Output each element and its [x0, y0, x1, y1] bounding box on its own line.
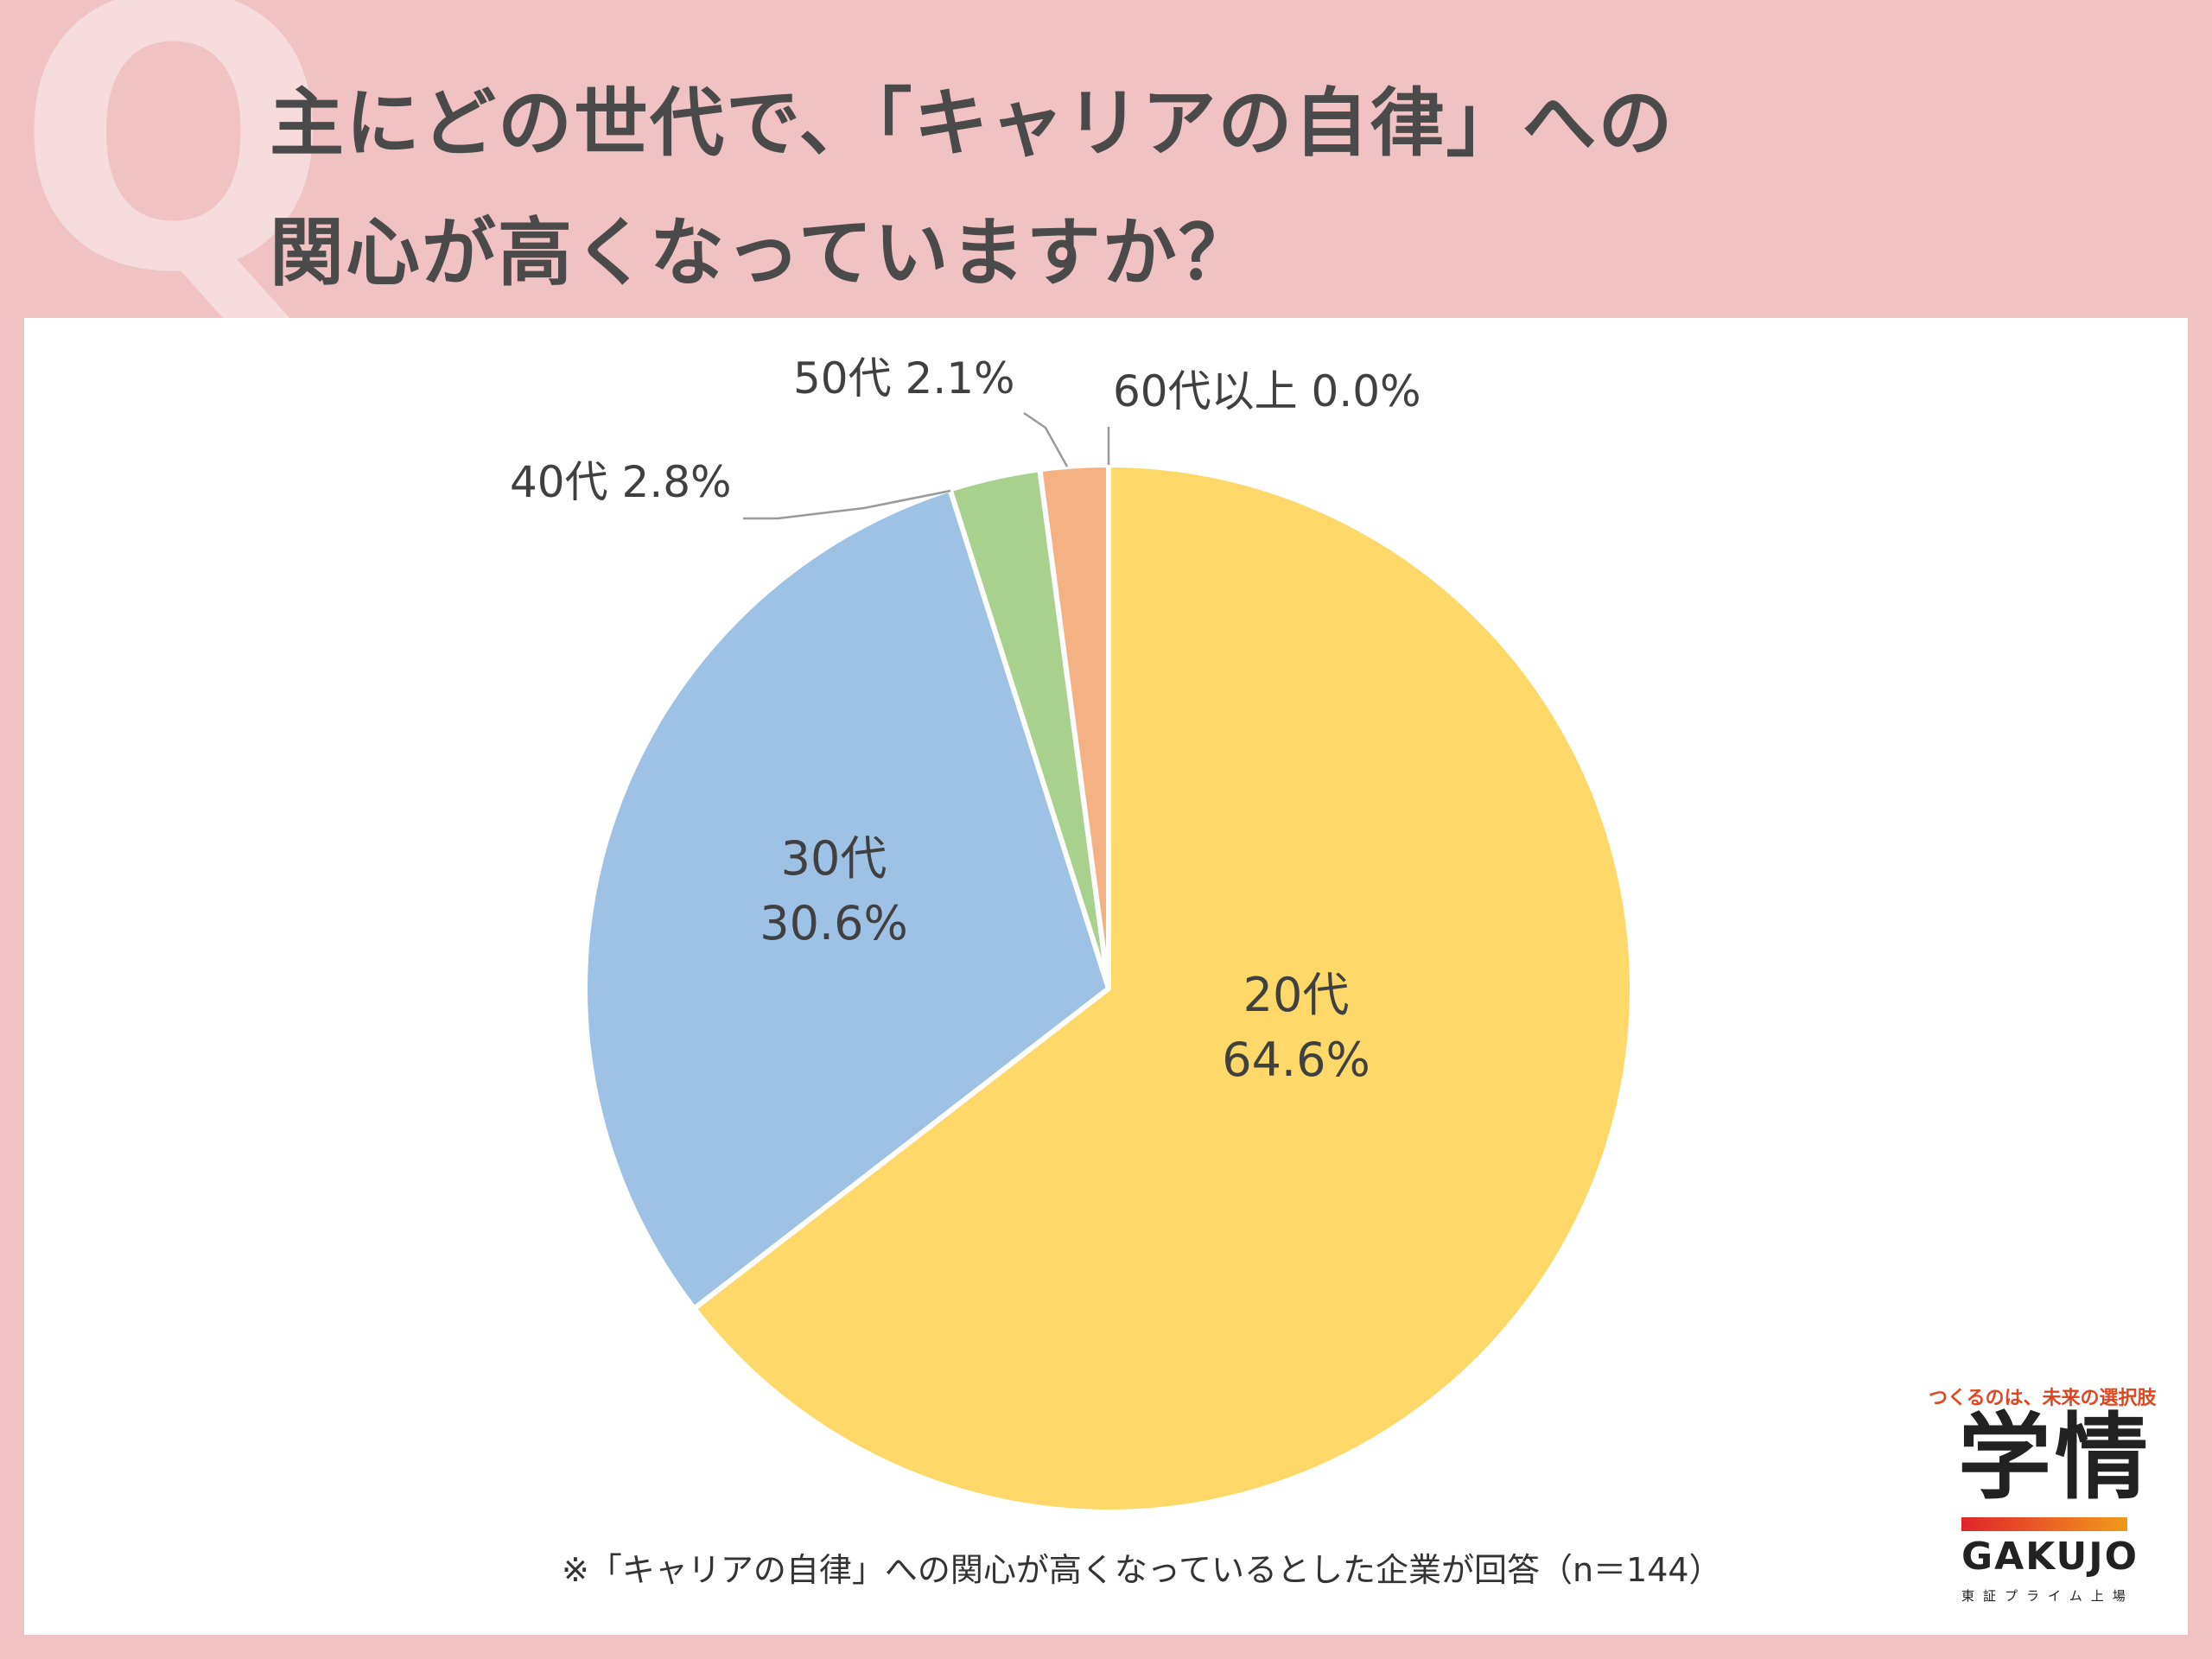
label-30-value: 30.6%	[760, 896, 908, 950]
brand-tagline: つくるのは、未来の選択肢	[1929, 1388, 2157, 1409]
pie-slice-1	[582, 486, 1111, 1312]
brand-logo-en: GAKUJO	[1961, 1535, 2139, 1579]
leader-line-40	[743, 489, 951, 520]
leader-line-50	[1023, 411, 1069, 467]
brand-subline: 東証プライム上場	[1961, 1588, 2134, 1604]
label-50: 50代 2.1%	[793, 353, 1015, 404]
question-title: 主にどの世代で、「キャリアの自律」への 関心が高くなっていますか？	[270, 59, 1675, 318]
label-20-value: 64.6%	[1222, 1033, 1370, 1087]
label-30-name: 30代	[781, 831, 887, 886]
pie-slice-0	[691, 462, 1635, 1515]
brand-logo: 学情	[1958, 1404, 2152, 1512]
question-line-1: 主にどの世代で、「キャリアの自律」への	[270, 80, 1675, 167]
question-line-2: 関心が高くなっていますか？	[270, 210, 1255, 296]
label-40: 40代 2.8%	[510, 457, 732, 507]
label-20-name: 20代	[1243, 968, 1350, 1022]
label-60: 60代以上 0.0%	[1113, 366, 1421, 416]
brand-color-bar	[1961, 1517, 2127, 1531]
leader-lines	[743, 411, 1110, 520]
chart-note: ※「キャリアの自律」への関心が高くなっているとした企業が回答（n＝144）	[562, 1551, 1722, 1589]
pie-slices	[582, 462, 1635, 1515]
q-mark: Q	[16, 0, 332, 354]
